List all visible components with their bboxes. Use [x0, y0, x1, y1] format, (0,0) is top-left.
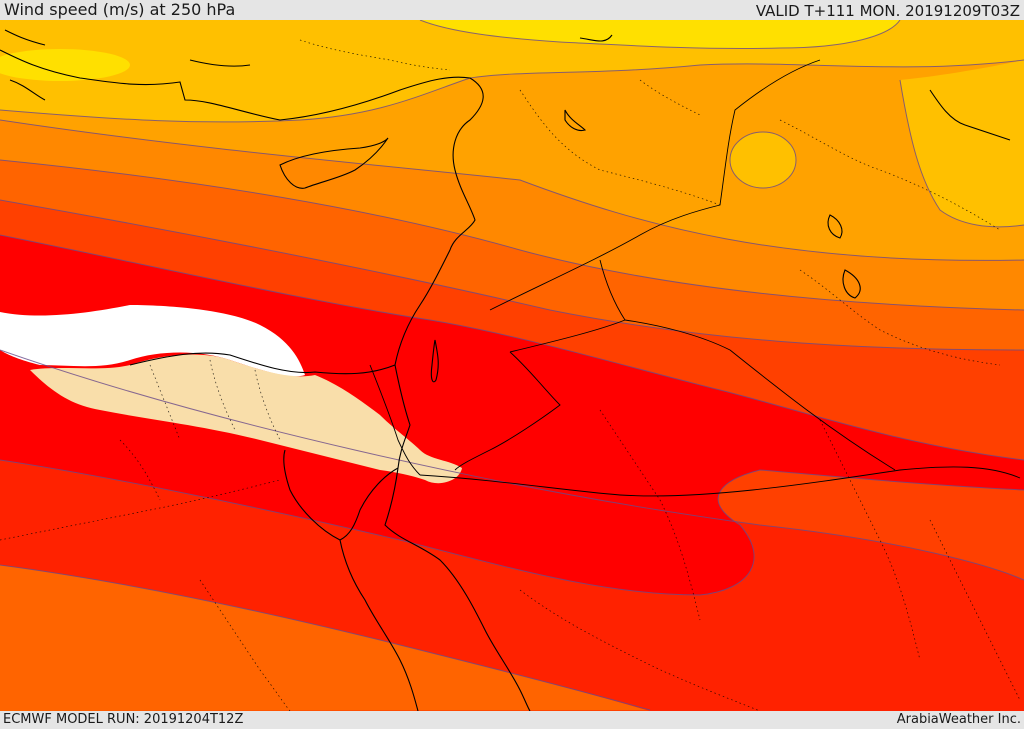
band-dark-orange: [0, 160, 1024, 350]
admin-boundaries: [0, 39, 1021, 711]
chart-title: Wind speed (m/s) at 250 hPa: [4, 0, 236, 19]
header-bar: Wind speed (m/s) at 250 hPa VALID T+111 …: [0, 0, 1024, 20]
band-orange-bottom: [0, 565, 650, 711]
band-yellow-north: [420, 20, 900, 49]
coastlines: [0, 29, 1011, 711]
contour-lines: [0, 20, 1024, 711]
footer-bar: ECMWF MODEL RUN: 20191204T12Z ArabiaWeat…: [0, 711, 1024, 729]
patch-gold-center: [730, 132, 796, 188]
band-orange: [0, 120, 1024, 310]
patch-wheat: [30, 354, 462, 484]
band-gold-east: [900, 60, 1024, 227]
borders: [369, 59, 1021, 497]
patch-white: [0, 305, 305, 377]
band-orange-red: [0, 200, 1024, 410]
credit-label: ArabiaWeather Inc.: [896, 712, 1021, 727]
wind-speed-map[interactable]: [0, 20, 1024, 711]
valid-time-label: VALID T+111 MON. 20191209T03Z: [755, 2, 1020, 20]
patch-yellow-west: [0, 49, 130, 81]
model-run-label: ECMWF MODEL RUN: 20191204T12Z: [3, 712, 244, 727]
